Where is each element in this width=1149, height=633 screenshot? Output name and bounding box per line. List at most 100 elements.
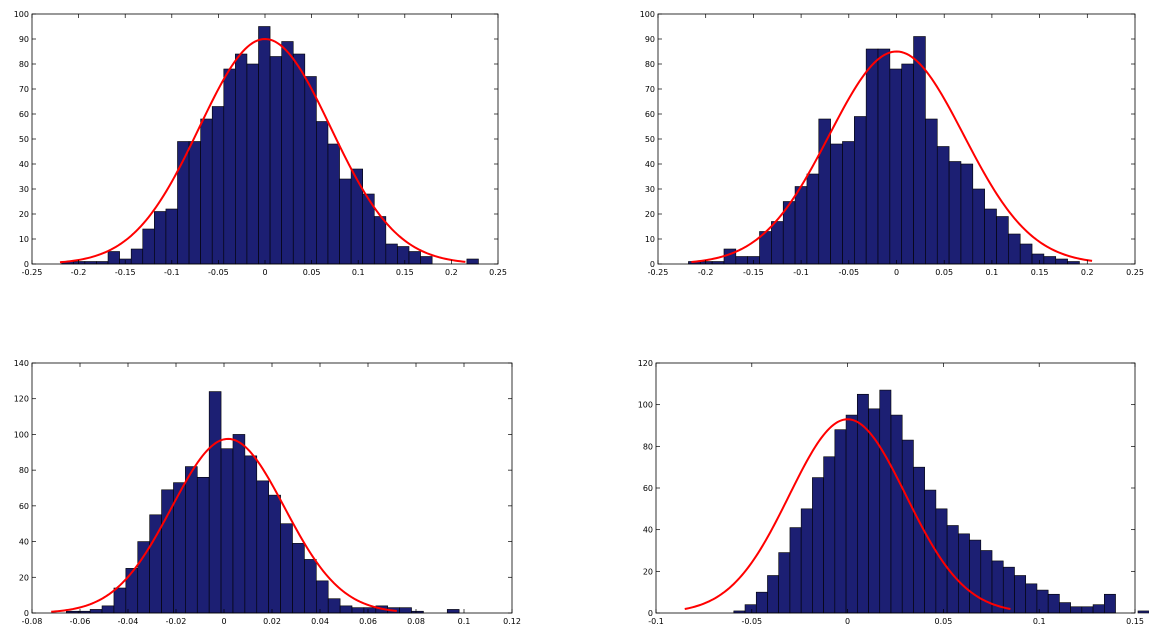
x-tick-label: 0.05 (935, 268, 953, 277)
histogram-bar (879, 389, 892, 614)
histogram-bar (196, 476, 210, 614)
histogram-panel-bottom-left: -0.08 -0.06 -0.04 -0.02 0 0.02 0.04 0.06 0.08 0.1… (14, 359, 521, 626)
histogram-bar (1043, 256, 1057, 265)
normal-fit-curve (684, 418, 1011, 610)
histogram-bar (292, 53, 306, 265)
x-tick-label: 0.2 (445, 268, 458, 277)
normal-fit-curve (691, 50, 1093, 263)
y-tick-label: 80 (645, 60, 655, 69)
histogram-bar (972, 188, 985, 265)
histogram-bar (1008, 233, 1021, 265)
y-tick-label: 90 (19, 35, 29, 44)
histogram-bar (408, 251, 421, 265)
histogram-bar (350, 168, 363, 265)
y-tick-label: 0 (648, 609, 653, 618)
histogram-bar (397, 246, 410, 265)
x-tick-label: -0.1 (648, 617, 664, 626)
y-tick-label: 80 (19, 466, 29, 475)
histogram-bar (960, 163, 974, 265)
histogram-bar (1070, 606, 1083, 614)
histogram-bar (969, 539, 982, 614)
x-tick-label: 0.2 (1081, 268, 1094, 277)
x-tick-label: -0.15 (115, 268, 136, 277)
y-tick-label: 100 (640, 10, 655, 19)
histogram-bar (256, 480, 269, 614)
histogram-bar (188, 141, 201, 265)
histogram-bar (269, 56, 282, 265)
histogram-bar (984, 208, 997, 265)
x-tick-label: 0.06 (359, 617, 377, 626)
histogram-bar (771, 221, 784, 265)
normal-fit-curve (59, 37, 466, 264)
histogram-bar (373, 216, 387, 265)
y-tick-label: 0 (24, 260, 29, 269)
x-tick-label: 0.08 (407, 617, 425, 626)
histogram-bar (220, 448, 234, 614)
x-tick-label: 0.25 (489, 268, 507, 277)
x-tick-label: 0.05 (934, 617, 952, 626)
x-tick-label: -0.05 (208, 268, 229, 277)
histogram-bar (101, 605, 115, 614)
histogram-bar (913, 466, 925, 614)
histogram-bar (845, 414, 858, 614)
histogram-bar (130, 248, 144, 265)
histogram-bar (1092, 604, 1105, 614)
histogram-bar (1002, 566, 1015, 614)
histogram-bar (232, 434, 246, 614)
histogram-bar (235, 53, 248, 265)
x-tick-label: -0.25 (648, 268, 669, 277)
histogram-bar (304, 76, 317, 265)
histogram-bar (1104, 593, 1116, 614)
histogram-bar (1055, 258, 1068, 265)
x-tick-label: -0.15 (743, 268, 764, 277)
histogram-bar (339, 605, 353, 614)
histogram-bar (842, 141, 855, 265)
histogram-bar (890, 414, 903, 614)
x-tick-label: 0.04 (311, 617, 329, 626)
y-tick-label: 10 (19, 235, 29, 244)
histogram-bar (818, 118, 831, 265)
y-tick-label: 50 (645, 135, 655, 144)
x-tick-label: -0.05 (741, 617, 762, 626)
histogram-bar (1137, 610, 1149, 614)
y-tick-label: 50 (19, 135, 29, 144)
y-tick-label: 20 (19, 210, 29, 219)
histogram-bar (304, 559, 317, 614)
y-tick-label: 100 (638, 401, 653, 410)
histogram-bar (327, 143, 340, 265)
x-tick-label: -0.1 (164, 268, 180, 277)
histogram-bar (315, 580, 329, 614)
histogram-bar (258, 26, 271, 265)
y-tick-label: 30 (645, 185, 655, 194)
x-tick-label: 0.05 (303, 268, 321, 277)
histogram-bar (154, 211, 167, 265)
histogram-bar (1059, 602, 1071, 614)
x-tick-label: 0.1 (986, 268, 999, 277)
histogram-bar (767, 575, 780, 614)
histogram-bar (889, 68, 903, 265)
y-tick-label: 20 (19, 573, 29, 582)
histogram-bar (958, 533, 970, 614)
y-tick-label: 100 (14, 10, 29, 19)
histogram-plot: -0.08 -0.06 -0.04 -0.02 0 0.02 0.04 0.06 0.08 0.1… (14, 359, 521, 626)
histogram-bar (800, 508, 813, 614)
histogram-bar (107, 251, 120, 265)
histogram-bar (246, 63, 259, 265)
histogram-bar (125, 568, 139, 614)
y-tick-label: 60 (19, 110, 29, 119)
histogram-bar (806, 173, 820, 265)
histogram-bar (211, 106, 225, 265)
x-tick-label: 0.15 (1126, 617, 1144, 626)
histogram-panel-top-right: -0.25 -0.2 -0.15 -0.1 -0.05 0 0.05 0.1 0.15 0.2 0.… (640, 10, 1144, 277)
x-tick-label: 0.1 (1033, 617, 1046, 626)
y-tick-label: 70 (645, 85, 655, 94)
x-tick-label: -0.06 (70, 617, 91, 626)
x-tick-label: -0.2 (698, 268, 714, 277)
histogram-plot: -0.25 -0.2 -0.15 -0.1 -0.05 0 0.05 0.1 0.15 0.2 0.… (14, 10, 507, 277)
histogram-bar (327, 598, 341, 614)
histogram-bar (744, 604, 757, 614)
y-tick-label: 70 (19, 85, 29, 94)
histogram-bar (137, 541, 150, 614)
histogram-bar (924, 489, 937, 614)
